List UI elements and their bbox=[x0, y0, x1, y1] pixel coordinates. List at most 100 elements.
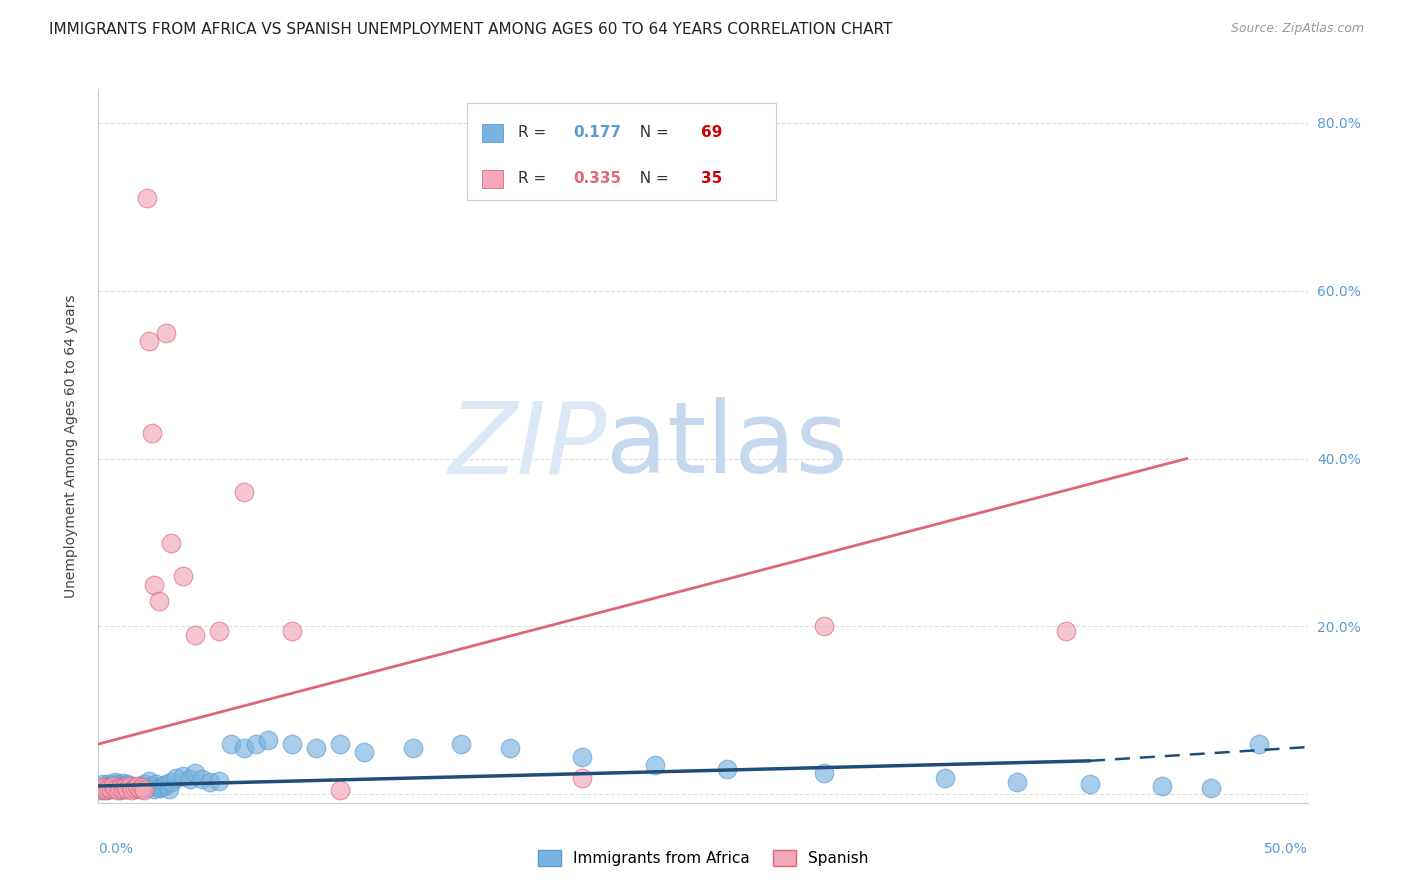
Point bbox=[90, 781, 112, 796]
Point bbox=[245, 737, 267, 751]
Point bbox=[90, 783, 112, 797]
Point bbox=[94, 783, 117, 797]
Point bbox=[329, 737, 352, 751]
Point bbox=[108, 779, 131, 793]
Point bbox=[1152, 779, 1174, 793]
Point bbox=[148, 594, 170, 608]
Point bbox=[813, 619, 835, 633]
Point bbox=[232, 741, 254, 756]
Point bbox=[138, 334, 160, 348]
Point bbox=[107, 783, 129, 797]
Point bbox=[124, 782, 146, 797]
Text: 0.0%: 0.0% bbox=[98, 842, 134, 856]
FancyBboxPatch shape bbox=[482, 169, 503, 188]
Point bbox=[498, 741, 520, 756]
Text: R =: R = bbox=[517, 125, 551, 140]
Point bbox=[104, 780, 127, 794]
Point bbox=[128, 779, 150, 793]
Point bbox=[118, 779, 141, 793]
Point bbox=[97, 781, 120, 796]
Point bbox=[131, 781, 153, 796]
Point bbox=[91, 777, 114, 791]
Point bbox=[1249, 737, 1271, 751]
Text: 35: 35 bbox=[700, 171, 721, 186]
Point bbox=[1007, 774, 1029, 789]
Point bbox=[172, 769, 194, 783]
Point bbox=[450, 737, 472, 751]
Point bbox=[716, 762, 738, 776]
FancyBboxPatch shape bbox=[467, 103, 776, 200]
Point bbox=[127, 779, 149, 793]
Point bbox=[114, 778, 136, 792]
Point bbox=[143, 781, 166, 796]
Y-axis label: Unemployment Among Ages 60 to 64 years: Unemployment Among Ages 60 to 64 years bbox=[63, 294, 77, 598]
Point bbox=[107, 777, 129, 791]
Point bbox=[141, 426, 163, 441]
Text: atlas: atlas bbox=[606, 398, 848, 494]
Point bbox=[571, 771, 593, 785]
Point bbox=[143, 577, 166, 591]
Text: 0.177: 0.177 bbox=[574, 125, 621, 140]
Point bbox=[160, 774, 183, 789]
Point bbox=[104, 774, 127, 789]
Point bbox=[101, 780, 124, 795]
Legend: Immigrants from Africa, Spanish: Immigrants from Africa, Spanish bbox=[530, 842, 876, 873]
Point bbox=[127, 780, 149, 794]
Point bbox=[145, 777, 167, 791]
Point bbox=[91, 780, 114, 794]
Point bbox=[1054, 624, 1077, 638]
Point bbox=[117, 777, 139, 791]
Point bbox=[134, 783, 156, 797]
Text: 0.335: 0.335 bbox=[574, 171, 621, 186]
Point bbox=[101, 779, 124, 793]
Point bbox=[121, 783, 143, 797]
Point bbox=[179, 772, 201, 787]
Point bbox=[184, 628, 207, 642]
Point bbox=[152, 779, 174, 793]
Point bbox=[117, 781, 139, 796]
Text: Source: ZipAtlas.com: Source: ZipAtlas.com bbox=[1230, 22, 1364, 36]
Point bbox=[644, 758, 666, 772]
Point bbox=[108, 780, 131, 795]
FancyBboxPatch shape bbox=[482, 124, 503, 142]
Point bbox=[191, 772, 214, 787]
Point bbox=[134, 777, 156, 791]
Point bbox=[157, 781, 180, 796]
Point bbox=[111, 782, 134, 797]
Point bbox=[256, 732, 278, 747]
Point bbox=[150, 780, 173, 794]
Point bbox=[934, 771, 956, 785]
Point bbox=[221, 737, 243, 751]
Point bbox=[208, 624, 231, 638]
Point bbox=[117, 781, 139, 796]
Point bbox=[97, 777, 120, 791]
Point bbox=[138, 774, 160, 789]
Text: 69: 69 bbox=[700, 125, 721, 140]
Text: R =: R = bbox=[517, 171, 551, 186]
Point bbox=[108, 783, 131, 797]
Point bbox=[100, 782, 122, 797]
Point bbox=[232, 485, 254, 500]
Point bbox=[813, 766, 835, 780]
Point bbox=[184, 766, 207, 780]
Point bbox=[121, 779, 143, 793]
Point bbox=[1199, 780, 1222, 795]
Point bbox=[128, 782, 150, 797]
Point bbox=[141, 779, 163, 793]
Point bbox=[111, 780, 134, 795]
Text: N =: N = bbox=[630, 125, 673, 140]
Text: 50.0%: 50.0% bbox=[1264, 842, 1308, 856]
Point bbox=[135, 780, 157, 795]
Point bbox=[135, 191, 157, 205]
Point bbox=[571, 749, 593, 764]
Point bbox=[281, 737, 304, 751]
Point bbox=[94, 779, 117, 793]
Text: N =: N = bbox=[630, 171, 673, 186]
Point bbox=[107, 781, 129, 796]
Point bbox=[104, 781, 127, 796]
Text: ZIP: ZIP bbox=[449, 398, 606, 494]
Text: IMMIGRANTS FROM AFRICA VS SPANISH UNEMPLOYMENT AMONG AGES 60 TO 64 YEARS CORRELA: IMMIGRANTS FROM AFRICA VS SPANISH UNEMPL… bbox=[49, 22, 893, 37]
Point bbox=[208, 774, 231, 789]
Point bbox=[114, 780, 136, 794]
Point bbox=[1078, 777, 1101, 791]
